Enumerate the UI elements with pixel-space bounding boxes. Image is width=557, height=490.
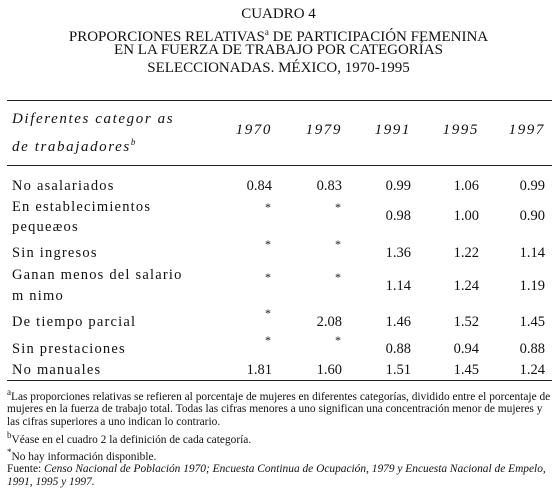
- cell: 1.24: [453, 278, 479, 294]
- cell: 1.22: [453, 245, 479, 261]
- source-label: Fuente:: [7, 463, 45, 476]
- column-header: 1970: [235, 122, 272, 138]
- cell: 1.14: [385, 278, 411, 294]
- cell: 0.83: [316, 178, 342, 194]
- cell: 0.99: [385, 178, 411, 194]
- cell: 0.90: [519, 208, 545, 224]
- footnote-marker: a: [7, 387, 11, 397]
- cell-missing: *: [265, 333, 271, 347]
- footnote: bVéase en el cuadro 2 la definición de c…: [7, 429, 552, 446]
- column-header: 1997: [508, 122, 545, 138]
- cell: 1.60: [316, 362, 342, 378]
- cell: 0.84: [246, 178, 272, 194]
- row-label: No manuales: [12, 362, 102, 378]
- cell-missing: *: [265, 237, 271, 251]
- rule: [7, 380, 552, 381]
- column-header: 1979: [305, 122, 342, 138]
- cell-missing: *: [265, 306, 271, 320]
- row-label: En establecimientos: [12, 199, 152, 215]
- footnote-text: No hay información disponible.: [11, 450, 157, 463]
- stub-header: Diferentes categor as: [12, 111, 175, 127]
- row-label: Sin prestaciones: [12, 341, 126, 357]
- cell: 0.88: [519, 341, 545, 357]
- cell: 1.46: [385, 314, 411, 330]
- title-line: SELECCIONADAS. MÉXICO, 1970-1995: [147, 60, 410, 76]
- stub-header-text: de trabajadores: [12, 139, 131, 155]
- footnote-marker: *: [7, 446, 12, 457]
- title-text: PROPORCIONES RELATIVAS: [68, 29, 265, 45]
- source: Fuente: Censo Nacional de Población 1970…: [7, 463, 552, 488]
- cell: 0.88: [385, 341, 411, 357]
- cell-missing: *: [335, 200, 341, 214]
- row-label: pequeæos: [12, 219, 79, 235]
- cell-missing: *: [335, 237, 341, 251]
- cell: 0.98: [385, 208, 411, 224]
- cell: 1.45: [519, 314, 545, 330]
- rule: [7, 165, 552, 166]
- rule: [7, 100, 552, 101]
- notes: aLas proporciones relativas se refieren …: [7, 386, 552, 489]
- cell-missing: *: [265, 200, 271, 214]
- cell: 1.81: [246, 362, 272, 378]
- cell: 1.00: [453, 208, 479, 224]
- cell: 0.99: [519, 178, 545, 194]
- title-line: CUADRO 4: [241, 6, 316, 22]
- source-text: Censo Nacional de Población 1970; Encues…: [7, 463, 546, 488]
- cell: 2.08: [316, 314, 342, 330]
- footnote-text: Las proporciones relativas se refieren a…: [7, 390, 551, 428]
- footnote-text: Véase en el cuadro 2 la definición de ca…: [11, 433, 252, 446]
- cell: 1.19: [519, 278, 545, 294]
- row-label: Sin ingresos: [12, 245, 98, 261]
- cell: 1.52: [453, 314, 479, 330]
- cell: 1.45: [453, 362, 479, 378]
- cell: 0.94: [453, 341, 479, 357]
- cell: 1.51: [385, 362, 411, 378]
- footnote: aLas proporciones relativas se refieren …: [7, 386, 552, 429]
- column-header: 1991: [374, 122, 411, 138]
- row-label: m nimo: [12, 288, 64, 304]
- footnote: *No hay información disponible.: [7, 446, 552, 463]
- footnote-marker: b: [7, 429, 12, 440]
- footnote-marker: a: [264, 27, 269, 37]
- cell: 1.06: [453, 178, 479, 194]
- footnote-marker: b: [130, 137, 137, 147]
- title-text: DE PARTICIPACIÓN FEMENINA: [268, 29, 489, 45]
- cell: 1.36: [385, 245, 411, 261]
- stub-header: de trabajadoresb: [12, 134, 137, 155]
- cell-missing: *: [335, 270, 341, 284]
- cell-missing: *: [265, 270, 271, 284]
- title-line: PROPORCIONES RELATIVASa DE PARTICIPACIÓN…: [0, 23, 557, 46]
- row-label: Ganan menos del salario: [12, 267, 183, 283]
- row-label: De tiempo parcial: [12, 314, 137, 330]
- cell-missing: *: [335, 333, 341, 347]
- cell: 1.14: [519, 245, 545, 261]
- column-header: 1995: [442, 122, 479, 138]
- cell: 1.24: [519, 362, 545, 378]
- row-label: No asalariados: [12, 178, 115, 194]
- title-line: EN LA FUERZA DE TRABAJO POR CATEGORÍAS: [114, 42, 443, 58]
